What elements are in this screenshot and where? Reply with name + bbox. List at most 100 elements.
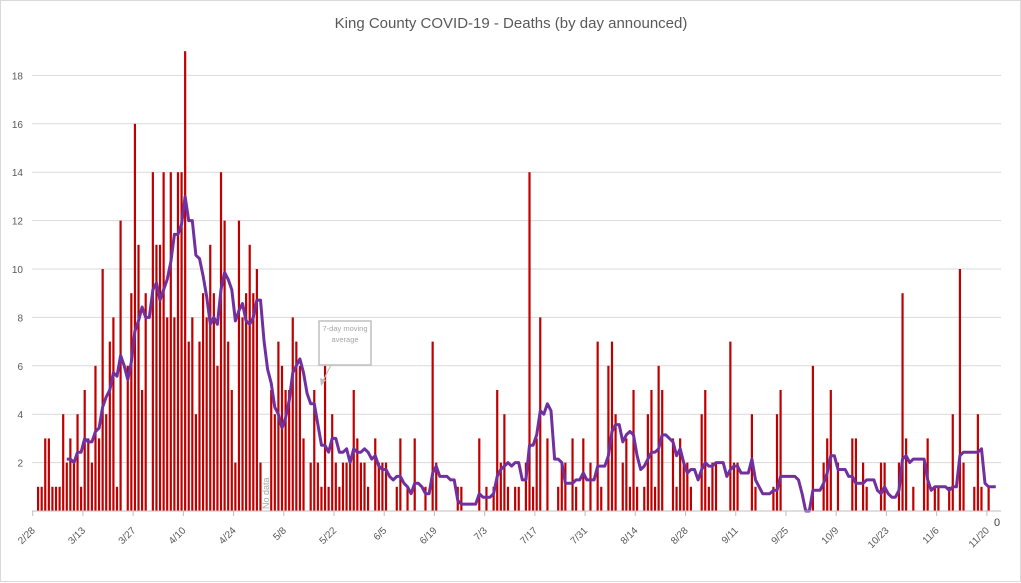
- bar: [115, 486, 119, 511]
- bar: [133, 123, 137, 512]
- bar: [209, 244, 212, 512]
- bar: [395, 486, 398, 511]
- bar: [51, 486, 54, 511]
- x-tick-label: 8/14: [619, 525, 641, 547]
- bar: [384, 462, 388, 511]
- moving-average-series: [66, 194, 996, 513]
- bar: [151, 172, 154, 511]
- bar: [44, 438, 47, 511]
- bar: [689, 486, 693, 511]
- bar: [948, 486, 951, 511]
- bar: [772, 486, 775, 511]
- bar: [90, 462, 93, 511]
- bar: [198, 341, 201, 511]
- bar: [951, 414, 954, 511]
- bars: [36, 51, 990, 512]
- bar: [614, 414, 617, 511]
- bar: [980, 486, 983, 511]
- bar: [341, 462, 345, 511]
- bar: [316, 462, 319, 511]
- callout-text: 7-day moving average: [322, 324, 368, 344]
- bar: [492, 486, 495, 511]
- bar: [643, 486, 646, 511]
- bar: [331, 414, 334, 511]
- bar: [277, 341, 280, 511]
- bar: [381, 462, 384, 511]
- bar: [47, 438, 50, 511]
- bar: [976, 414, 979, 511]
- bar: [295, 341, 298, 511]
- bar: [861, 462, 865, 511]
- x-tick-label: 3/27: [117, 525, 139, 547]
- bar: [714, 462, 718, 511]
- bar: [298, 365, 302, 511]
- bar: [65, 462, 68, 511]
- bar: [194, 414, 198, 511]
- bar: [700, 414, 703, 511]
- bar: [851, 438, 854, 511]
- x-tick-label: 11/6: [921, 525, 942, 546]
- bar: [531, 486, 535, 511]
- x-tick-label: 7/17: [518, 525, 540, 547]
- bar: [273, 414, 276, 511]
- moving-average-line: [66, 194, 996, 513]
- bar: [101, 269, 104, 511]
- bar: [180, 172, 183, 511]
- bar: [535, 438, 538, 511]
- y-tick-label: 16: [12, 120, 24, 131]
- x-axis-ticks: 2/28 3/13 3/27 4/10 4/24 5/8 5/22 6/5 6/19 7/3 7/1…: [16, 511, 992, 551]
- bar: [636, 486, 639, 511]
- bar: [320, 486, 323, 511]
- bar: [962, 462, 965, 511]
- bar: [309, 462, 312, 511]
- bar: [356, 438, 359, 511]
- bar: [503, 414, 506, 511]
- bar: [69, 438, 72, 511]
- bar: [130, 293, 133, 511]
- bar: [87, 438, 90, 511]
- bar: [496, 390, 499, 511]
- bar: [374, 438, 377, 511]
- bar: [54, 486, 58, 511]
- bar: [524, 462, 528, 511]
- bar: [237, 220, 241, 511]
- no-data-label: No data: [261, 477, 271, 509]
- x-tick-label: 9/25: [770, 525, 792, 547]
- bar: [219, 172, 223, 511]
- bar: [514, 486, 517, 511]
- x-tick-label: 5/8: [271, 525, 289, 543]
- bar: [248, 244, 251, 512]
- bar: [829, 390, 832, 511]
- x-tick-label: 3/13: [66, 525, 88, 547]
- bar: [596, 341, 599, 511]
- bar: [564, 462, 567, 511]
- bar: [528, 172, 531, 511]
- y-tick-label: 6: [17, 362, 23, 373]
- bar: [406, 486, 409, 511]
- bar: [653, 486, 657, 511]
- bar: [822, 462, 825, 511]
- bar: [704, 390, 707, 511]
- bar: [621, 462, 624, 511]
- bar: [517, 486, 520, 511]
- bar: [478, 438, 481, 511]
- bar: [377, 462, 380, 511]
- bar: [589, 462, 592, 511]
- x-tick-label: 7/31: [569, 525, 591, 547]
- y-tick-label: 14: [12, 168, 24, 179]
- bar: [973, 486, 976, 511]
- bar: [187, 341, 190, 511]
- bar: [610, 341, 614, 511]
- bar: [912, 486, 915, 511]
- x-tick-label: 10/9: [820, 525, 842, 547]
- y-tick-label: 8: [17, 313, 23, 324]
- x-tick-label: 11/20: [967, 525, 992, 550]
- bar: [137, 244, 140, 512]
- x-tick-label: 5/22: [318, 525, 340, 547]
- bar: [166, 317, 169, 511]
- bar: [212, 293, 215, 511]
- bar: [76, 414, 79, 511]
- bar: [366, 486, 370, 511]
- bar: [173, 317, 176, 511]
- bar: [679, 438, 682, 511]
